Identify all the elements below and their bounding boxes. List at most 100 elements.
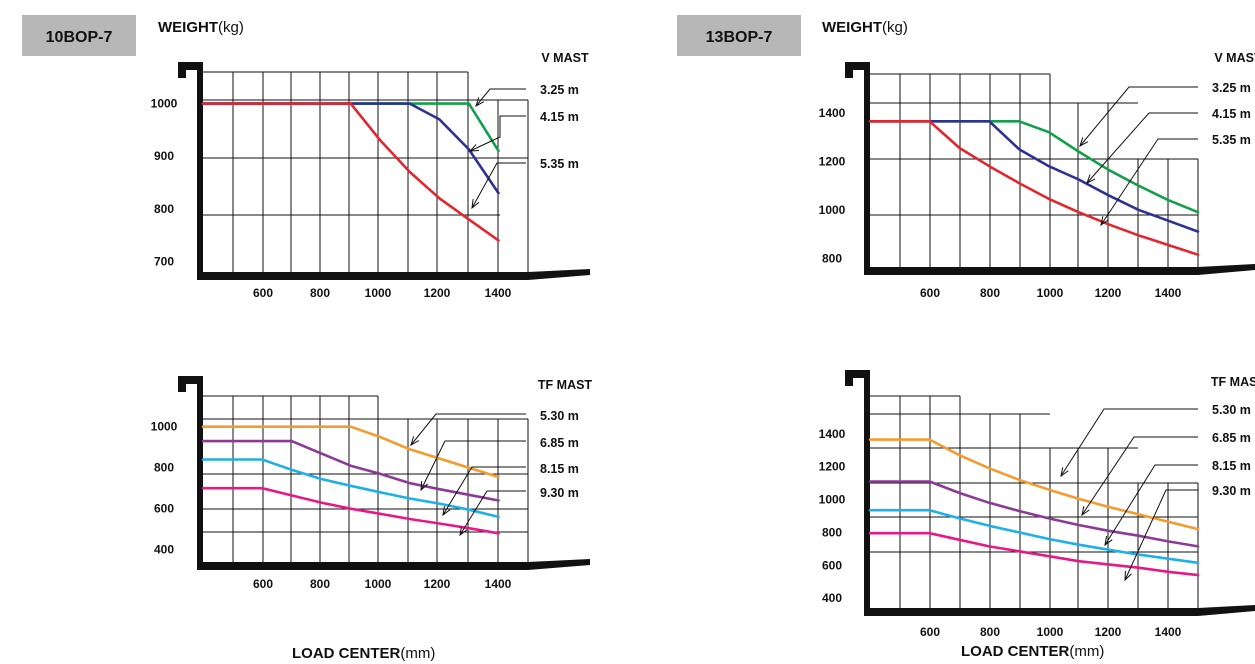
legend-entry-6-85-m: 6.85 m xyxy=(1212,431,1251,445)
weight-title-unit: (kg) xyxy=(218,19,244,36)
x-tick-label: 1200 xyxy=(424,286,451,300)
x-tick-label: 1200 xyxy=(1095,625,1122,639)
x-tick-label: 1000 xyxy=(365,286,392,300)
leader-arrowhead xyxy=(1124,570,1132,582)
leader-arrowhead xyxy=(1060,467,1069,478)
leader-arrowhead xyxy=(1086,174,1096,185)
x-tick-label: 1200 xyxy=(1095,286,1122,300)
legend-entry-5-35-m: 5.35 m xyxy=(540,157,579,171)
leader-line xyxy=(1104,464,1198,546)
y-tick-label: 900 xyxy=(154,149,174,163)
leader-arrowhead xyxy=(1079,137,1089,148)
leader-arrowhead xyxy=(442,506,451,517)
y-tick-label: 600 xyxy=(154,502,174,516)
leader-line xyxy=(471,162,526,209)
weight-title-text: WEIGHT xyxy=(158,19,218,36)
legend-title: TF MAST xyxy=(1211,375,1255,389)
legend-entry-3-25-m: 3.25 m xyxy=(540,83,579,97)
leader-arrowhead xyxy=(1100,216,1109,227)
load-center-title-left: LOAD CENTER(mm) xyxy=(292,645,435,662)
weight-axis-title: WEIGHT(kg) xyxy=(822,19,908,36)
leader-arrowhead xyxy=(1081,506,1090,517)
series-line-9-30-m xyxy=(201,486,500,535)
legend-title: TF MAST xyxy=(538,378,593,392)
chart-10bop7-tf-mast: TF MAST 5.30 m 6.85 m 8.15 m 9.30 m 600 800 100… xyxy=(151,376,593,591)
leader-line xyxy=(469,115,526,152)
y-tick-label: 1200 xyxy=(819,154,846,168)
leader-line xyxy=(1079,86,1198,147)
load-title-text: LOAD CENTER xyxy=(292,645,401,662)
leader-arrowhead xyxy=(475,97,485,108)
x-tick-label: 800 xyxy=(980,625,1000,639)
leader-arrowhead xyxy=(420,480,429,492)
series-line-6-85-m xyxy=(201,439,500,502)
legend-entry-3-25-m: 3.25 m xyxy=(1212,81,1251,95)
x-tick-label: 800 xyxy=(310,577,330,591)
leader-line xyxy=(1086,112,1198,184)
y-tick-label: 1400 xyxy=(819,427,846,441)
weight-title-text: WEIGHT xyxy=(822,19,882,36)
model-badge-13bop7 xyxy=(677,15,801,56)
leader-arrowhead xyxy=(459,526,468,537)
legend-entry-5-30-m: 5.30 m xyxy=(540,409,579,423)
load-title-text: LOAD CENTER xyxy=(961,643,1070,660)
load-title-unit: (mm) xyxy=(1069,643,1104,660)
load-title-unit: (mm) xyxy=(400,645,435,662)
leader-line xyxy=(1081,436,1198,516)
leader-line xyxy=(475,88,526,107)
y-tick-label: 800 xyxy=(822,525,842,539)
leader-line xyxy=(1124,489,1198,581)
weight-axis-title: WEIGHT(kg) xyxy=(158,19,244,36)
y-tick-label: 1200 xyxy=(819,460,846,474)
series-line-3-25-m xyxy=(201,102,500,153)
x-tick-label: 1400 xyxy=(1155,625,1182,639)
leader-arrowhead xyxy=(1104,536,1113,547)
x-tick-label: 1000 xyxy=(1037,286,1064,300)
legend-entry-5-30-m: 5.30 m xyxy=(1212,403,1251,417)
y-tick-label: 400 xyxy=(154,543,174,557)
legend-entry-9-30-m: 9.30 m xyxy=(540,486,579,500)
y-tick-label: 1000 xyxy=(151,420,178,434)
legend-entry-4-15-m: 4.15 m xyxy=(1212,107,1251,121)
x-tick-label: 1000 xyxy=(1037,625,1064,639)
load-center-title-right: LOAD CENTER(mm) xyxy=(961,643,1104,660)
series-line-5-35-m xyxy=(201,102,500,242)
x-tick-label: 1400 xyxy=(1155,286,1182,300)
y-tick-label: 1000 xyxy=(819,493,846,507)
leader-line xyxy=(410,413,526,446)
legend-entry-4-15-m: 4.15 m xyxy=(540,110,579,124)
leader-line xyxy=(442,466,526,516)
y-tick-label: 600 xyxy=(822,558,842,572)
leader-arrowhead xyxy=(468,144,480,152)
series-line-5-35-m xyxy=(868,120,1200,256)
leader-arrowhead xyxy=(471,199,480,210)
x-tick-label: 1400 xyxy=(485,577,512,591)
chart-10bop7-v-mast: V MAST 3.25 m 4.15 m 5.35 m 600 800 1000 1200 14… xyxy=(151,51,590,300)
series-line-4-15-m xyxy=(868,120,1200,233)
legend-title: V MAST xyxy=(1214,51,1255,65)
x-tick-label: 600 xyxy=(253,577,273,591)
series-line-8-15-m xyxy=(868,508,1200,565)
model-badge-label: 10BOP-7 xyxy=(46,29,113,46)
legend-entry-5-35-m: 5.35 m xyxy=(1212,133,1251,147)
chart-13bop7-tf-mast: TF MAST 5.30 m 6.85 m 8.15 m 9.30 m 600 800 100… xyxy=(819,370,1255,639)
x-tick-label: 1200 xyxy=(424,577,451,591)
leader-line xyxy=(420,440,526,491)
x-tick-label: 800 xyxy=(980,286,1000,300)
legend-entry-8-15-m: 8.15 m xyxy=(540,462,579,476)
x-tick-label: 1400 xyxy=(485,286,512,300)
leader-line xyxy=(1060,408,1198,477)
y-tick-label: 700 xyxy=(154,254,174,268)
x-tick-label: 600 xyxy=(253,286,273,300)
legend-entry-8-15-m: 8.15 m xyxy=(1212,459,1251,473)
x-tick-label: 1000 xyxy=(365,577,392,591)
series-line-6-85-m xyxy=(868,480,1200,548)
legend-entry-6-85-m: 6.85 m xyxy=(540,436,579,450)
series-line-5-30-m xyxy=(201,425,500,479)
x-tick-label: 800 xyxy=(310,286,330,300)
model-badge-10bop7 xyxy=(22,15,136,56)
series-line-9-30-m xyxy=(868,531,1200,577)
weight-title-unit: (kg) xyxy=(882,19,908,36)
series-line-5-30-m xyxy=(868,438,1200,531)
